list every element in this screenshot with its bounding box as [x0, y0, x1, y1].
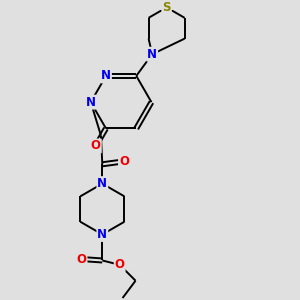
Text: O: O — [76, 253, 86, 266]
Text: S: S — [162, 1, 171, 14]
Text: O: O — [91, 140, 101, 152]
Text: N: N — [97, 177, 107, 190]
Text: N: N — [86, 96, 96, 109]
Text: N: N — [97, 228, 107, 241]
Text: N: N — [147, 48, 157, 61]
Text: N: N — [101, 69, 111, 82]
Text: O: O — [115, 258, 125, 271]
Text: O: O — [119, 155, 129, 168]
